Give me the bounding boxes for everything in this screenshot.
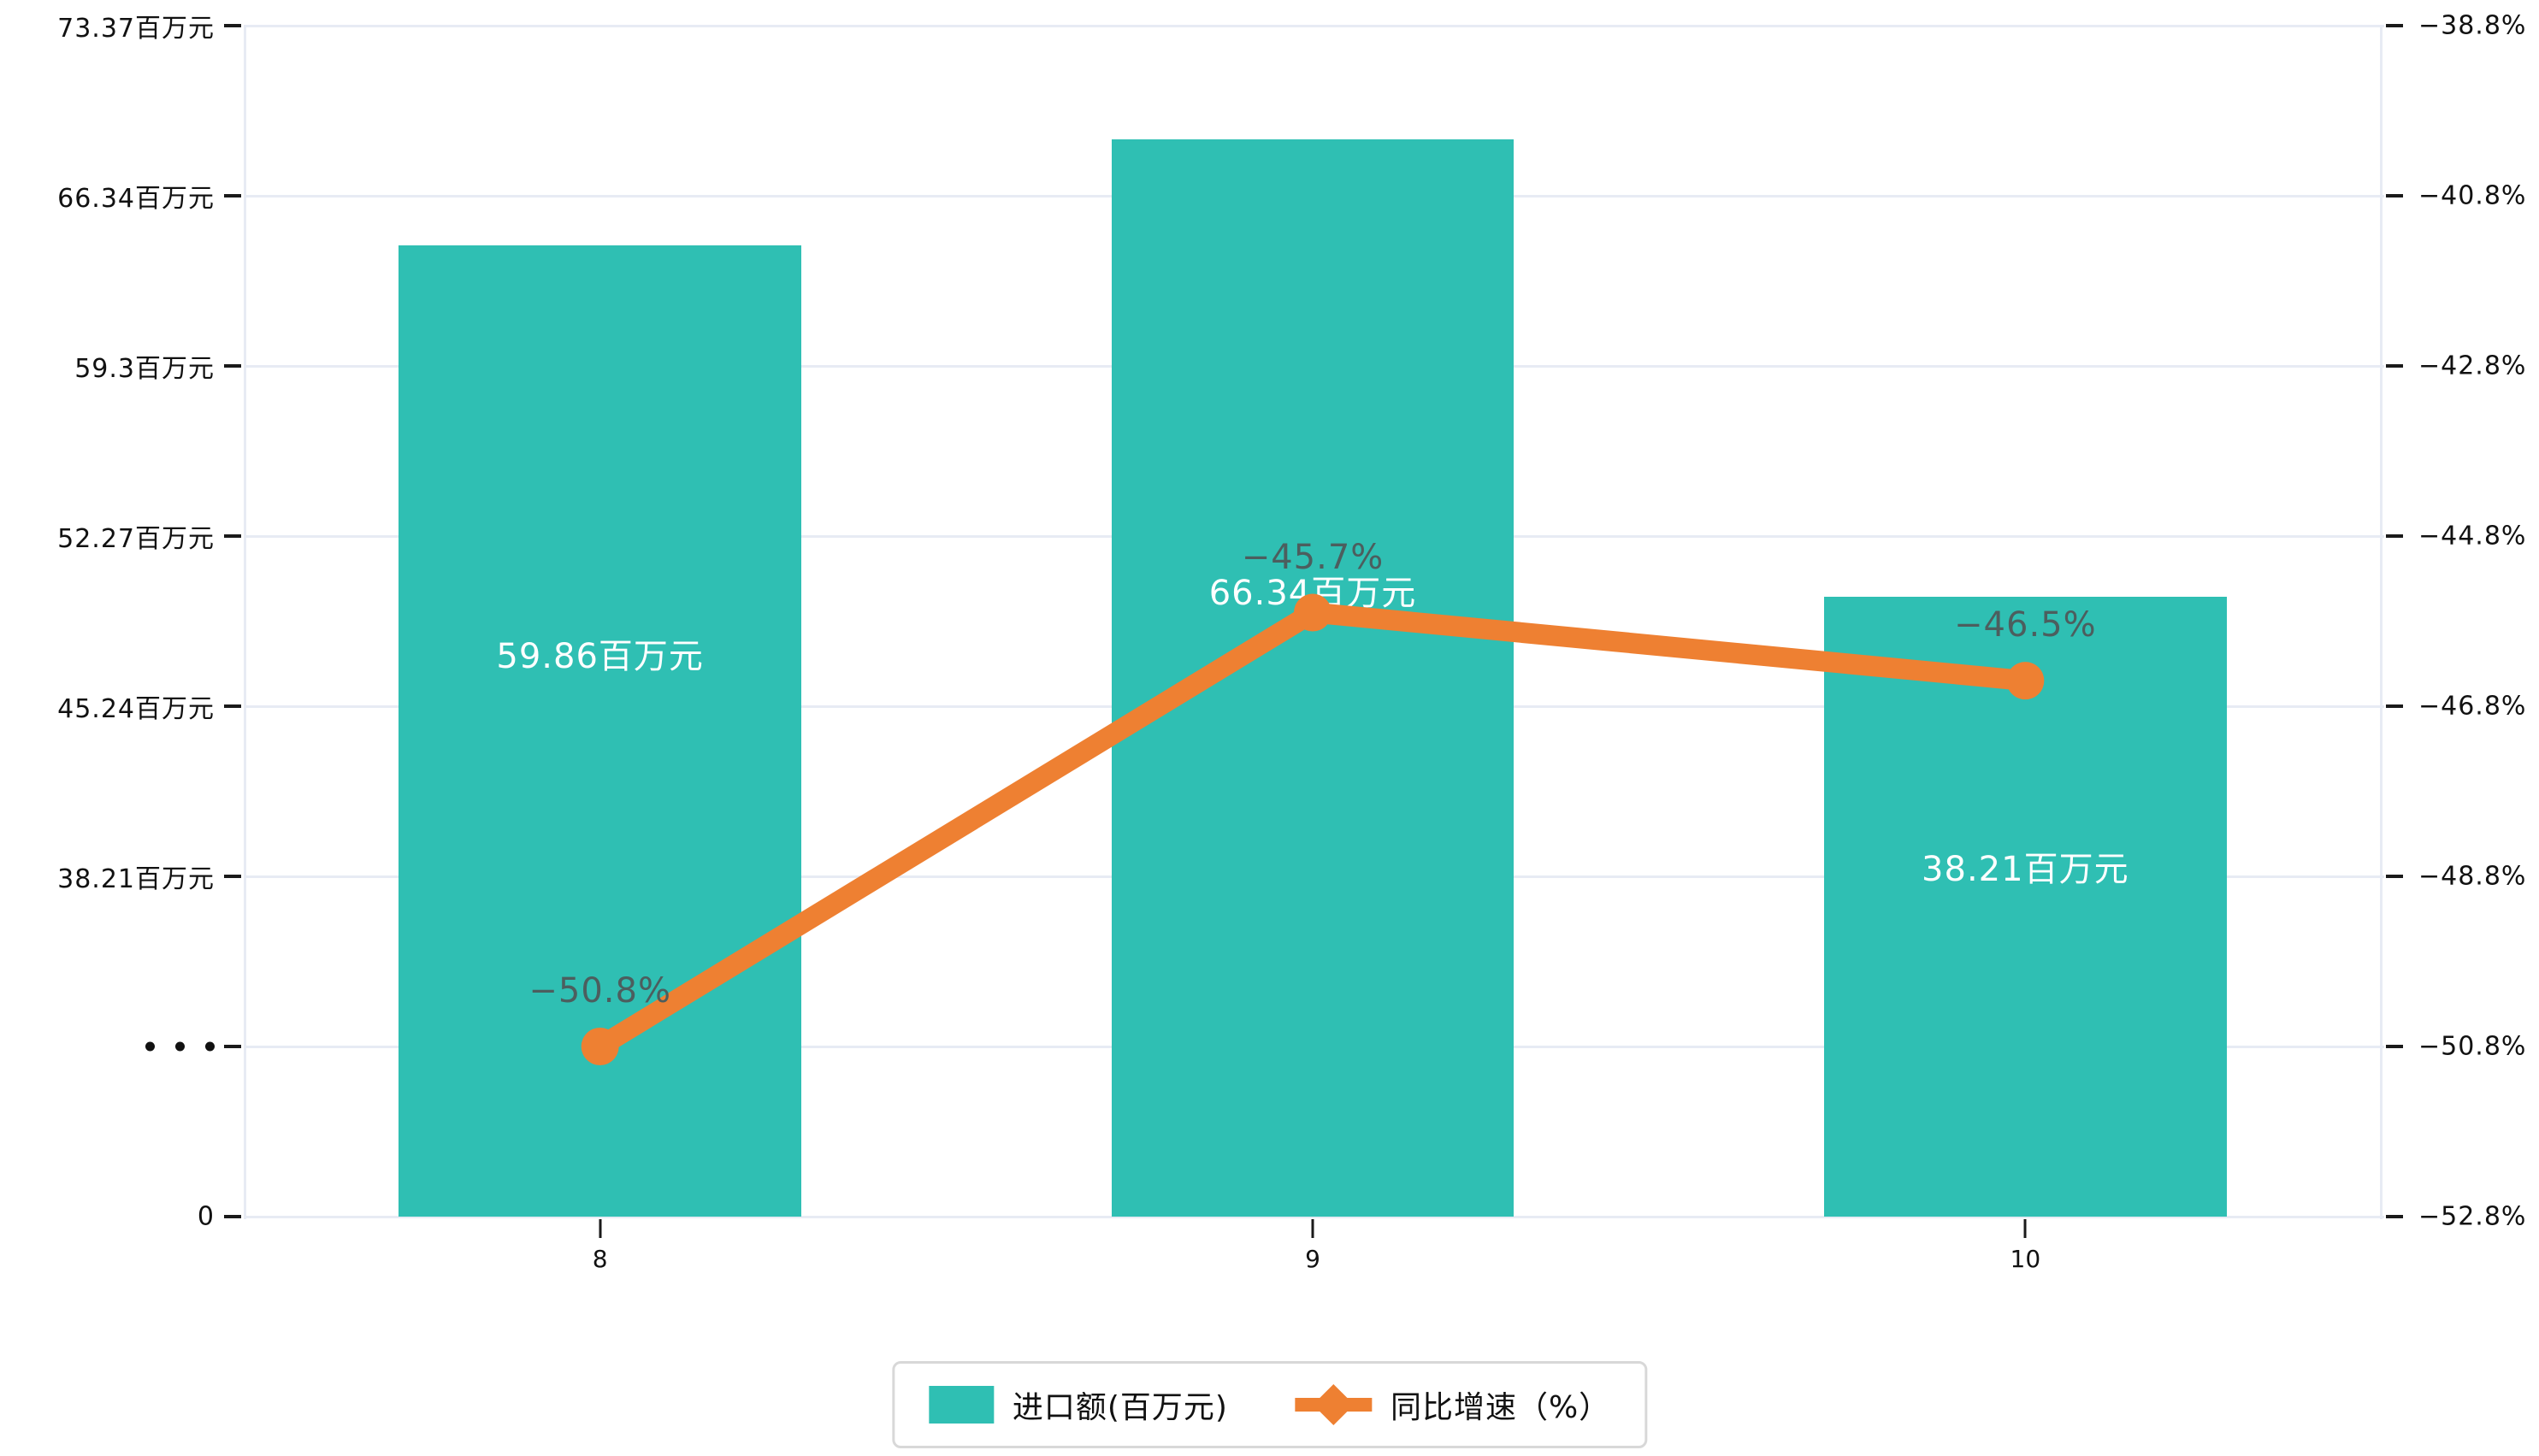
line-series <box>581 593 2045 1065</box>
chart-legend[interactable]: 进口额(百万元) 同比增速（%） <box>891 1361 1648 1448</box>
left-axis-label: 45.24百万元 <box>57 694 215 724</box>
line-point-marker[interactable] <box>2006 662 2045 700</box>
right-axis-tick <box>2386 704 2403 708</box>
legend-label-line: 同比增速（%） <box>1390 1390 1611 1425</box>
x-axis-label: 9 <box>1305 1245 1320 1273</box>
right-axis-tick <box>2386 534 2403 538</box>
right-axis-spine <box>2380 26 2383 1219</box>
right-axis-tick <box>2386 1215 2403 1218</box>
x-axis-label: 10 <box>2010 1245 2041 1273</box>
left-axis-tick <box>224 534 241 538</box>
left-axis-tick <box>224 1045 241 1048</box>
left-axis-label: 59.3百万元 <box>74 354 215 384</box>
right-axis-label: −52.8% <box>2418 1201 2527 1232</box>
left-axis-label: 73.37百万元 <box>57 14 215 44</box>
gridline <box>244 1215 2384 1218</box>
line-swatch-icon <box>1294 1383 1372 1426</box>
right-axis-label: −50.8% <box>2418 1031 2527 1062</box>
line-value-label: −46.5% <box>1954 605 2097 645</box>
line-value-label: −50.8% <box>528 971 671 1011</box>
right-axis-label: −38.8% <box>2418 10 2527 41</box>
left-axis-tick <box>224 364 241 368</box>
right-axis-tick <box>2386 24 2403 27</box>
bar-value-label: 59.86百万元 <box>496 637 704 677</box>
left-axis-tick <box>224 875 241 878</box>
left-axis-label: 66.34百万元 <box>57 184 215 214</box>
gridline <box>244 24 2384 27</box>
left-axis-spine <box>244 26 246 1219</box>
bar-swatch-icon <box>928 1386 994 1424</box>
right-axis-tick <box>2386 194 2403 197</box>
right-axis-label: −46.8% <box>2418 691 2527 722</box>
left-axis-tick <box>224 24 241 27</box>
bar-column[interactable]: 66.34百万元 <box>1111 139 1515 1217</box>
line-path <box>589 602 2036 1057</box>
right-axis-tick <box>2386 1045 2403 1048</box>
bar-value-label: 38.21百万元 <box>1922 850 2129 890</box>
bar-column[interactable]: 38.21百万元 <box>1823 596 2227 1217</box>
legend-item-line[interactable]: 同比增速（%） <box>1294 1382 1611 1427</box>
left-axis-label: 38.21百万元 <box>57 864 215 894</box>
line-point-marker[interactable] <box>1294 593 1331 632</box>
right-axis-tick <box>2386 364 2403 368</box>
right-axis-label: −42.8% <box>2418 351 2527 381</box>
left-axis-tick <box>224 704 241 708</box>
x-axis-tick <box>599 1219 602 1238</box>
left-axis-label: 0 <box>197 1201 215 1232</box>
line-value-label: −45.7% <box>1241 537 1385 577</box>
x-axis-tick <box>2023 1219 2027 1238</box>
left-axis-label: 52.27百万元 <box>57 524 215 554</box>
x-axis-label: 8 <box>592 1245 608 1273</box>
right-axis-tick <box>2386 875 2403 878</box>
right-axis-label: −44.8% <box>2418 521 2527 551</box>
x-axis-tick <box>1311 1219 1314 1238</box>
plot-area: 59.86百万元 66.34百万元 38.21百万元 −50.8% −45.7% −46.… <box>244 26 2382 1217</box>
left-axis-tick <box>224 194 241 197</box>
line-point-marker[interactable] <box>581 1028 619 1065</box>
legend-item-bar[interactable]: 进口额(百万元) <box>928 1382 1228 1427</box>
legend-label-bar: 进口额(百万元) <box>1012 1390 1228 1425</box>
left-axis-tick <box>224 1215 241 1218</box>
right-axis-label: −40.8% <box>2418 180 2527 211</box>
right-axis-label: −48.8% <box>2418 861 2527 892</box>
left-axis-ellipsis-label <box>145 1041 215 1052</box>
